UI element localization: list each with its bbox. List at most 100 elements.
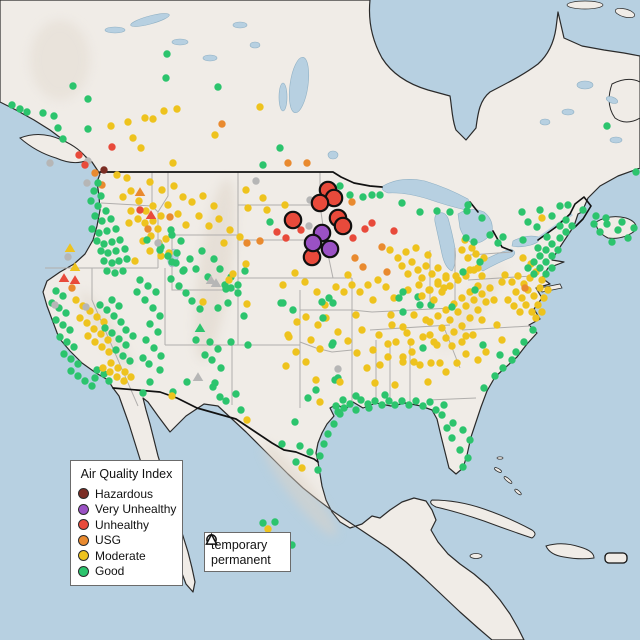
temporary-station-marker xyxy=(493,321,501,329)
temporary-station-marker xyxy=(336,182,344,190)
temporary-station-marker xyxy=(123,174,131,182)
temporary-station-marker xyxy=(244,341,252,349)
temporary-station-marker xyxy=(312,376,320,384)
temporary-station-marker xyxy=(446,316,454,324)
temporary-station-marker xyxy=(632,168,640,176)
temporary-station-marker xyxy=(496,351,504,359)
temporary-station-marker xyxy=(96,301,104,309)
temporary-station-marker xyxy=(371,379,379,387)
temporary-station-marker xyxy=(358,326,366,334)
temporary-station-marker xyxy=(364,400,372,408)
temporary-station-marker xyxy=(466,314,474,322)
legend-item-very-unhealthy: Very Unhealthy xyxy=(78,502,176,518)
temporary-station-marker xyxy=(263,206,271,214)
temporary-station-marker xyxy=(83,319,91,327)
temporary-station-marker xyxy=(139,389,147,397)
temporary-station-marker xyxy=(378,243,386,251)
temporary-station-marker xyxy=(211,379,219,387)
temporary-station-marker xyxy=(63,338,71,346)
temporary-station-marker xyxy=(434,312,442,320)
temporary-station-marker xyxy=(458,294,466,302)
temporary-station-marker xyxy=(103,267,111,275)
temporary-station-marker xyxy=(108,296,116,304)
temporary-station-marker xyxy=(59,135,67,143)
temporary-station-marker xyxy=(357,396,365,404)
temporary-station-marker xyxy=(164,201,172,209)
temporary-station-marker xyxy=(466,436,474,444)
temporary-station-marker xyxy=(528,308,536,316)
temporary-station-marker xyxy=(282,362,290,370)
temporary-station-marker xyxy=(91,338,99,346)
temporary-station-marker xyxy=(524,218,532,226)
temporary-station-marker xyxy=(391,381,399,389)
legend-item-hazardous: Hazardous xyxy=(78,486,175,502)
temporary-station-marker xyxy=(346,400,354,408)
temporary-station-marker xyxy=(133,288,141,296)
temporary-station-marker xyxy=(74,360,82,368)
temporary-station-marker xyxy=(152,288,160,296)
temporary-station-marker xyxy=(182,289,190,297)
lake-winnipeg xyxy=(288,56,310,114)
temporary-station-marker xyxy=(216,265,224,273)
temporary-station-marker xyxy=(320,440,328,448)
temporary-station-marker xyxy=(84,332,92,340)
cuba xyxy=(430,499,536,539)
temporary-station-marker xyxy=(603,122,611,130)
temporary-station-marker xyxy=(602,214,610,222)
temporary-station-marker xyxy=(146,320,154,328)
temporary-station-marker xyxy=(59,321,67,329)
temporary-station-marker xyxy=(478,214,486,222)
temporary-station-marker xyxy=(306,448,314,456)
temporary-station-marker xyxy=(359,193,367,201)
temporary-station-marker xyxy=(415,281,423,289)
temporary-station-marker xyxy=(325,294,333,302)
temporary-station-marker xyxy=(554,246,562,254)
temporary-station-marker xyxy=(387,311,395,319)
temporary-station-marker xyxy=(167,275,175,283)
temporary-station-marker xyxy=(192,265,200,273)
temporary-station-marker xyxy=(522,301,530,309)
temporary-station-marker xyxy=(407,338,415,346)
temporary-station-marker xyxy=(168,231,176,239)
temporary-station-marker xyxy=(476,258,484,266)
temporary-station-marker xyxy=(214,345,222,353)
moderate-swatch-icon xyxy=(78,550,89,562)
temporary-station-marker xyxy=(198,247,206,255)
temporary-station-marker xyxy=(419,333,427,341)
temporary-station-marker xyxy=(369,296,377,304)
temporary-station-marker xyxy=(334,365,342,373)
temporary-station-marker xyxy=(259,161,267,169)
temporary-station-marker xyxy=(67,355,75,363)
temporary-station-marker xyxy=(530,270,538,278)
temporary-station-marker xyxy=(486,284,494,292)
temporary-station-marker xyxy=(529,326,537,334)
temporary-station-marker xyxy=(458,246,466,254)
temporary-station-marker xyxy=(436,359,444,367)
temporary-station-marker xyxy=(105,348,113,356)
temporary-station-marker xyxy=(596,228,604,236)
temporary-station-marker xyxy=(412,244,420,252)
temporary-station-marker xyxy=(93,366,101,374)
temporary-station-marker xyxy=(117,318,125,326)
temporary-station-marker xyxy=(530,292,538,300)
temporary-station-marker xyxy=(556,202,564,210)
temporary-station-marker xyxy=(324,430,332,438)
temporary-station-marker xyxy=(446,208,454,216)
temporary-station-marker xyxy=(381,391,389,399)
temporary-station-marker xyxy=(530,258,538,266)
temporary-station-marker xyxy=(426,398,434,406)
temporary-station-marker xyxy=(499,364,507,372)
temporary-station-marker xyxy=(141,114,149,122)
temporary-station-marker xyxy=(236,233,244,241)
temporary-station-marker xyxy=(129,134,137,142)
temporary-station-marker xyxy=(266,218,274,226)
temporary-station-marker xyxy=(399,288,407,296)
legend-item-good: Good xyxy=(78,564,175,580)
temporary-station-marker xyxy=(135,197,143,205)
temporary-station-marker xyxy=(206,338,214,346)
very-unhealthy-swatch-icon xyxy=(78,503,89,515)
temporary-station-marker xyxy=(459,268,467,276)
temporary-station-marker xyxy=(454,308,462,316)
temporary-station-marker xyxy=(113,373,121,381)
temporary-station-marker xyxy=(99,364,107,372)
